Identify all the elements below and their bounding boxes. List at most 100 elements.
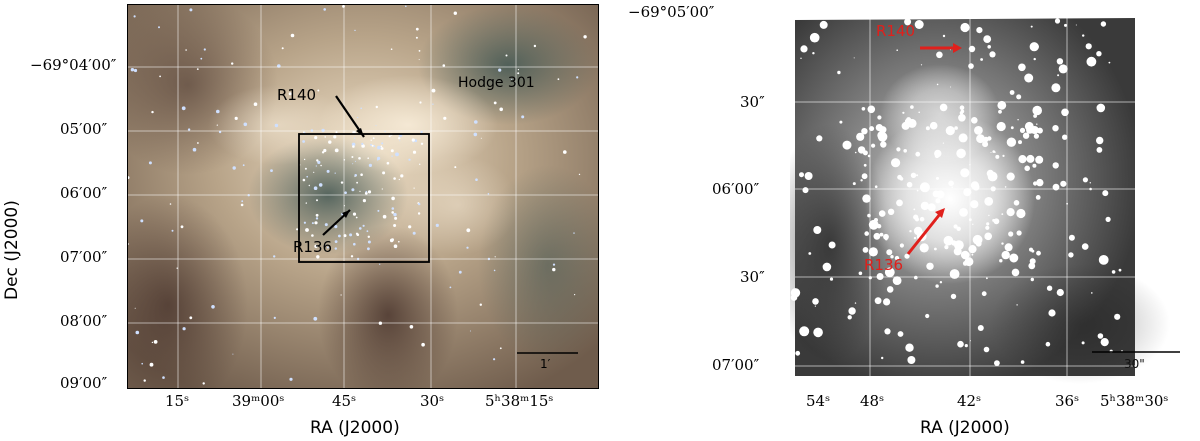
star (321, 151, 325, 154)
star (499, 107, 504, 112)
star (842, 140, 852, 150)
star (318, 183, 323, 187)
star (391, 196, 395, 201)
star (822, 262, 832, 272)
star (910, 105, 914, 109)
star (375, 125, 377, 127)
star (367, 240, 371, 244)
star (473, 132, 478, 137)
star (377, 209, 380, 212)
star (790, 294, 798, 301)
star (1022, 132, 1030, 139)
star (909, 230, 912, 233)
star (1001, 213, 1004, 216)
star (1028, 262, 1036, 270)
star (948, 180, 954, 187)
star (419, 163, 421, 165)
star (134, 307, 136, 309)
star (458, 270, 462, 274)
star (1017, 119, 1019, 121)
star (914, 275, 918, 280)
star (1082, 34, 1085, 37)
star (361, 142, 364, 145)
star (323, 148, 327, 153)
star (1004, 14, 1007, 17)
star (828, 241, 836, 249)
star (976, 27, 983, 34)
star (920, 64, 923, 66)
star (315, 217, 319, 220)
star (366, 230, 369, 233)
star (149, 362, 154, 367)
star (288, 92, 292, 96)
star (350, 255, 354, 258)
star (992, 150, 995, 153)
star (365, 190, 368, 193)
star (1013, 200, 1020, 206)
star (879, 232, 884, 237)
star (326, 169, 330, 173)
star (970, 200, 979, 209)
star (321, 128, 325, 133)
star (494, 256, 496, 258)
star (196, 68, 199, 70)
star (971, 117, 978, 124)
star (901, 121, 910, 130)
star (253, 102, 258, 106)
star (182, 327, 186, 331)
star (907, 356, 916, 364)
star (130, 68, 135, 72)
star (351, 156, 354, 158)
left-x-axis-title: RA (J2000) (310, 418, 400, 438)
star (868, 247, 878, 257)
star (1001, 242, 1004, 245)
star (1060, 180, 1067, 187)
star (391, 155, 393, 157)
star (449, 286, 452, 289)
star (370, 143, 373, 146)
star (393, 244, 398, 248)
star (1056, 58, 1064, 65)
star (200, 57, 203, 60)
star (420, 142, 424, 145)
star (304, 167, 307, 170)
star (814, 305, 816, 307)
star (419, 101, 422, 104)
star (1105, 216, 1111, 222)
star (394, 216, 398, 220)
star (171, 229, 174, 232)
star (971, 253, 974, 256)
left-scale-label: 1′ (540, 357, 551, 371)
star (857, 146, 866, 154)
star (1018, 140, 1022, 145)
star (340, 294, 342, 296)
star (487, 193, 490, 195)
star (935, 198, 941, 204)
star (1064, 23, 1067, 27)
star (303, 221, 306, 224)
star (334, 240, 338, 244)
star (466, 246, 469, 249)
star (313, 316, 318, 321)
star (240, 203, 244, 207)
star (411, 138, 415, 142)
star (340, 181, 344, 184)
star (328, 140, 332, 144)
star (379, 263, 381, 265)
star (1018, 63, 1026, 72)
star (1018, 155, 1027, 164)
star (906, 181, 913, 188)
star (902, 111, 905, 114)
star (1096, 147, 1103, 153)
star (1111, 270, 1116, 274)
star (511, 78, 513, 80)
star (1068, 252, 1074, 258)
star (290, 33, 295, 38)
star (409, 325, 414, 329)
star (867, 105, 876, 114)
star (418, 59, 420, 61)
star (355, 216, 358, 219)
star (359, 227, 362, 230)
star (375, 105, 378, 109)
star (1029, 42, 1039, 52)
